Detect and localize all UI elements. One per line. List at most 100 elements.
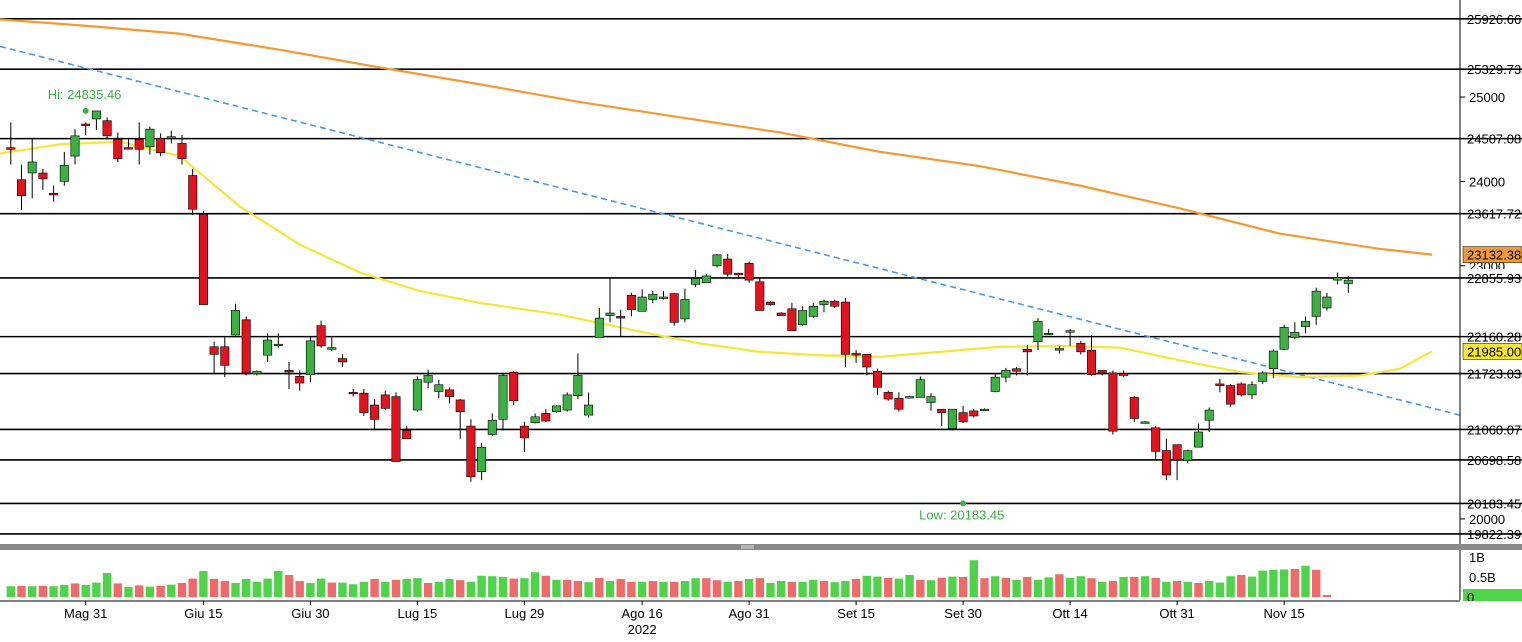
candle-body xyxy=(840,301,850,355)
date-axis: Mag 31 Giu 15 Giu 30 Lug 15 Lug 29 Ago 16 Ago … xyxy=(0,600,1522,637)
volume-bar xyxy=(456,580,465,597)
candle xyxy=(498,372,508,431)
moving-averages xyxy=(0,18,1433,379)
candle xyxy=(798,306,808,326)
volume-bar xyxy=(777,581,786,597)
candle xyxy=(59,151,69,186)
candle-body xyxy=(498,375,508,420)
candle xyxy=(231,303,241,338)
volume-bar xyxy=(1183,581,1192,597)
candle-body xyxy=(541,413,551,422)
candle xyxy=(712,253,722,268)
candle-body xyxy=(59,165,69,182)
volume-panel: 1B 0.5B 0 xyxy=(6,550,1522,605)
volume-bar xyxy=(81,585,90,597)
candle-body xyxy=(305,340,315,375)
volume-tick-label: 1B xyxy=(1469,550,1485,565)
candle-body xyxy=(1333,277,1343,281)
candle-body xyxy=(808,305,818,317)
candle-body xyxy=(626,295,636,310)
candle-body xyxy=(872,370,882,388)
volume-bar xyxy=(1130,577,1139,597)
candle xyxy=(1247,381,1257,400)
candle xyxy=(669,292,679,326)
volume-bar xyxy=(1322,595,1332,597)
volume-bar xyxy=(1065,577,1075,597)
candle-body xyxy=(1087,349,1097,375)
volume-bar xyxy=(413,578,422,597)
candle-body xyxy=(1204,409,1214,421)
candle-body xyxy=(70,135,80,157)
volume-bar xyxy=(498,577,508,597)
candle xyxy=(691,270,701,287)
x-tick-label: Ott 31 xyxy=(1159,606,1194,621)
panel-separator[interactable] xyxy=(0,544,1522,550)
candle-body xyxy=(1044,332,1054,336)
volume-bar xyxy=(92,582,101,597)
candle xyxy=(1194,423,1204,448)
candle xyxy=(1097,370,1107,376)
candle xyxy=(466,419,476,482)
candle-body xyxy=(905,396,915,399)
annotation-label: Hi: 24835.46 xyxy=(48,87,122,102)
volume-bar xyxy=(605,581,615,597)
candle-body xyxy=(402,430,412,440)
volume-bar xyxy=(423,583,433,597)
volume-bar xyxy=(1098,581,1107,597)
candle xyxy=(1033,318,1043,351)
candle xyxy=(177,135,187,165)
volume-bar xyxy=(1301,565,1310,597)
candle xyxy=(391,392,401,462)
annotation-label: Low: 20183.45 xyxy=(919,507,1004,522)
candle-body xyxy=(49,192,59,196)
candle xyxy=(926,393,936,411)
volume-bar xyxy=(1312,569,1321,597)
volume-bar xyxy=(830,582,839,597)
volume-bar xyxy=(1247,576,1257,597)
candle-body xyxy=(252,370,262,375)
ma-tag-label: 21985.00 xyxy=(1467,344,1521,359)
candle xyxy=(337,354,347,368)
candle xyxy=(1087,334,1097,376)
candle xyxy=(744,261,754,283)
volume-bar xyxy=(70,583,80,597)
level-tag-label: 20183.45 xyxy=(1467,496,1521,511)
candle-body xyxy=(1279,327,1289,350)
candle xyxy=(551,405,561,413)
candle-body xyxy=(990,376,1000,392)
candle-body xyxy=(102,120,112,137)
volume-bar xyxy=(819,581,829,597)
volume-bar xyxy=(1087,578,1096,597)
volume-bar xyxy=(338,582,347,597)
candle xyxy=(1140,421,1150,424)
volume-bar xyxy=(648,581,657,597)
volume-bar xyxy=(1055,574,1064,597)
candle-body xyxy=(423,375,433,383)
candle-body xyxy=(348,392,358,395)
candle-body xyxy=(573,375,583,397)
volume-bar xyxy=(231,583,240,597)
candle xyxy=(1119,370,1129,378)
volume-bar xyxy=(1012,579,1021,597)
candle xyxy=(316,320,326,348)
volume-bar xyxy=(434,581,443,597)
candle xyxy=(765,301,775,306)
volume-bar xyxy=(370,579,379,597)
volume-bar xyxy=(637,581,647,597)
candle-body xyxy=(91,110,101,120)
candle-body xyxy=(487,419,497,435)
candle xyxy=(958,405,968,423)
candle-body xyxy=(188,175,198,210)
candle xyxy=(70,129,80,165)
candle xyxy=(594,307,604,338)
candle-body xyxy=(391,396,401,462)
candle-body xyxy=(862,354,872,368)
volume-bar xyxy=(445,579,454,597)
volume-bar xyxy=(841,581,850,597)
candle xyxy=(477,442,487,481)
volume-bar xyxy=(38,585,48,597)
volume-bar xyxy=(552,579,561,597)
volume-bar xyxy=(1001,577,1011,597)
